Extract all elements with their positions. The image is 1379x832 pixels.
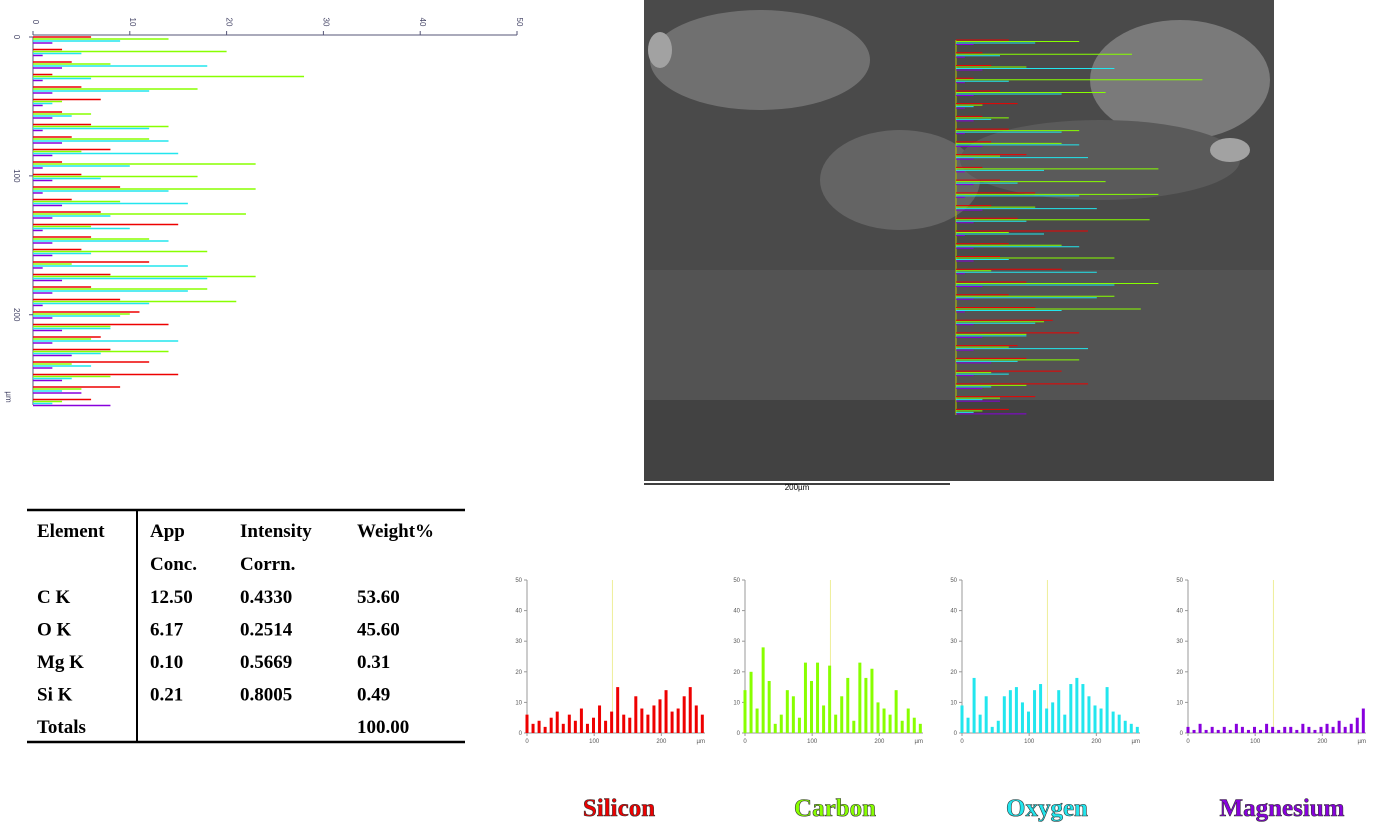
- table-cell: 0.4330: [240, 587, 292, 608]
- panel-y-tick-label: 20: [515, 670, 522, 676]
- table-cell: 0.8005: [240, 685, 292, 706]
- x-tick-label: 30: [321, 18, 330, 27]
- table-cell: 0.49: [357, 685, 390, 706]
- x-tick-label: 0: [31, 20, 40, 25]
- panel-y-tick-label: 30: [515, 639, 522, 645]
- table-cell: 12.50: [150, 587, 193, 608]
- panel-x-tick-label: 200: [874, 739, 885, 745]
- table-cell: 6.17: [150, 620, 184, 641]
- panel-y-tick-label: 40: [515, 609, 522, 615]
- panel-label: Carbon: [794, 795, 876, 822]
- scale-label: 200µm: [785, 483, 810, 492]
- panel-y-tick-label: 40: [950, 609, 957, 615]
- panel-x-tick-label: 100: [1024, 739, 1035, 745]
- table-cell: 0.2514: [240, 620, 293, 641]
- panel-y-tick-label: 30: [733, 639, 740, 645]
- panel-label: Oxygen: [1006, 795, 1088, 822]
- table-cell: 0.21: [150, 685, 183, 706]
- panel-y-tick-label: 30: [1176, 639, 1183, 645]
- panel-x-label: µm: [1132, 739, 1140, 745]
- panel-label: Silicon: [583, 795, 655, 822]
- panel-x-tick-label: 200: [1091, 739, 1102, 745]
- table-total-value: 100.00: [357, 717, 409, 738]
- y-tick-label: 0: [12, 35, 21, 40]
- y-tick-label: 100: [12, 169, 21, 183]
- panel-y-tick-label: 50: [1176, 578, 1183, 584]
- panel-y-tick-label: 50: [950, 578, 957, 584]
- panel-x-label: µm: [697, 739, 705, 745]
- panel-x-tick-label: 100: [807, 739, 818, 745]
- y-axis-label: µm: [4, 391, 13, 403]
- panel-y-tick-label: 0: [519, 731, 523, 737]
- table-cell: 0.5669: [240, 652, 292, 673]
- panel-y-tick-label: 40: [733, 609, 740, 615]
- table-cell: O K: [37, 620, 72, 641]
- table-header: Weight%: [357, 521, 434, 542]
- x-tick-label: 10: [128, 18, 137, 27]
- panel-x-tick-label: 0: [525, 739, 529, 745]
- panel-label: Magnesium: [1220, 795, 1345, 822]
- panel-y-tick-label: 10: [515, 700, 522, 706]
- table-header: Corrn.: [240, 554, 295, 575]
- x-tick-label: 20: [225, 18, 234, 27]
- panel-x-tick-label: 0: [960, 739, 964, 745]
- panel-y-tick-label: 10: [733, 700, 740, 706]
- table-header: Conc.: [150, 554, 197, 575]
- panel-y-tick-label: 20: [950, 670, 957, 676]
- panel-x-tick-label: 100: [589, 739, 600, 745]
- panel-y-tick-label: 40: [1176, 609, 1183, 615]
- table-cell: 53.60: [357, 587, 400, 608]
- panel-x-tick-label: 200: [1317, 739, 1328, 745]
- panel-x-tick-label: 0: [1186, 739, 1190, 745]
- table-header: Element: [37, 521, 105, 542]
- panel-x-label: µm: [915, 739, 923, 745]
- panel-y-tick-label: 0: [1180, 731, 1184, 737]
- table-header: App: [150, 521, 185, 542]
- table-header: Intensity: [240, 521, 312, 542]
- panel-y-tick-label: 20: [733, 670, 740, 676]
- panel-y-tick-label: 0: [737, 731, 741, 737]
- table-cell: Mg K: [37, 652, 84, 673]
- panel-y-tick-label: 30: [950, 639, 957, 645]
- panel-x-tick-label: 100: [1250, 739, 1261, 745]
- panel-y-tick-label: 0: [954, 731, 958, 737]
- x-tick-label: 40: [418, 18, 427, 27]
- table-cell: 45.60: [357, 620, 400, 641]
- panel-y-tick-label: 50: [733, 578, 740, 584]
- table-cell: C K: [37, 587, 70, 608]
- panel-x-label: µm: [1358, 739, 1366, 745]
- panel-y-tick-label: 10: [950, 700, 957, 706]
- table-cell: Si K: [37, 685, 73, 706]
- panel-y-tick-label: 10: [1176, 700, 1183, 706]
- panel-x-tick-label: 0: [743, 739, 747, 745]
- x-tick-label: 50: [515, 18, 524, 27]
- panel-y-tick-label: 20: [1176, 670, 1183, 676]
- panel-x-tick-label: 200: [656, 739, 667, 745]
- y-tick-label: 200: [12, 308, 21, 322]
- panel-y-tick-label: 50: [515, 578, 522, 584]
- table-cell: 0.31: [357, 652, 390, 673]
- table-total-label: Totals: [37, 717, 86, 738]
- table-cell: 0.10: [150, 652, 183, 673]
